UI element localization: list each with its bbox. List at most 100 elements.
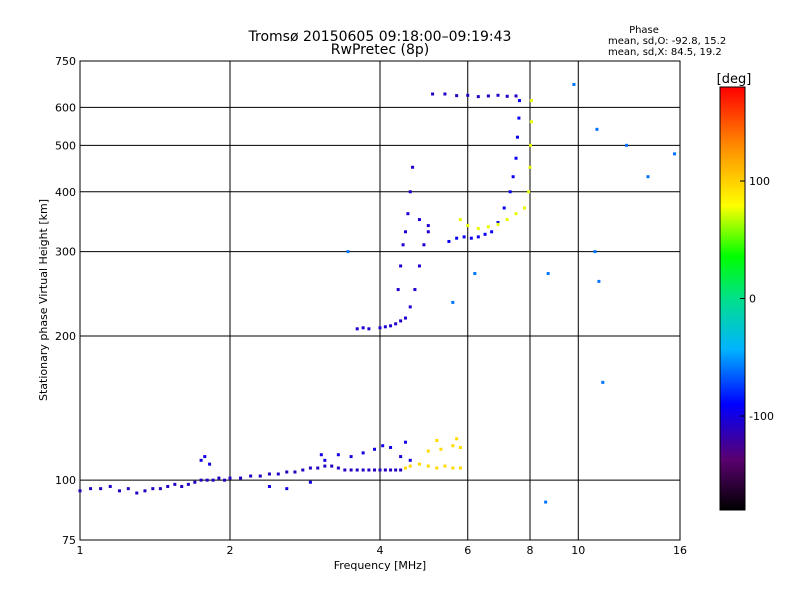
data-point: [527, 190, 531, 194]
data-point: [451, 466, 455, 470]
data-point: [316, 466, 320, 470]
data-point: [515, 135, 519, 139]
data-point: [408, 190, 412, 194]
data-point: [361, 451, 365, 455]
data-point: [143, 489, 147, 493]
data-point: [217, 476, 221, 480]
data-point: [496, 93, 500, 97]
data-point: [529, 120, 533, 124]
data-point: [239, 476, 243, 480]
data-point: [426, 230, 430, 234]
data-point: [381, 444, 385, 448]
colorbar-tick-label: 100: [749, 175, 770, 188]
data-point: [276, 472, 280, 476]
data-point: [349, 468, 353, 472]
data-point: [455, 94, 459, 98]
y-axis-ticks: 75 100 200 300 400 500 600 750: [55, 55, 76, 547]
data-point: [455, 437, 459, 441]
data-point: [435, 439, 439, 443]
data-point: [431, 92, 435, 96]
y-tick-label: 300: [55, 246, 76, 259]
data-point: [249, 474, 253, 478]
data-point: [308, 480, 312, 484]
data-point: [203, 455, 207, 459]
data-point: [523, 206, 527, 210]
stats-x: mean, sd,X: 84.5, 19.2: [608, 47, 722, 58]
chart-subtitle: RwPretec (8p): [331, 42, 429, 58]
data-point: [517, 116, 521, 120]
data-point: [422, 243, 426, 247]
data-point: [646, 175, 650, 179]
data-point: [413, 288, 417, 292]
data-point: [439, 447, 443, 451]
data-point: [595, 127, 599, 131]
data-point: [486, 225, 490, 229]
data-point: [447, 239, 451, 243]
data-point: [451, 300, 455, 304]
data-point: [267, 484, 271, 488]
chart-title: Tromsø 20150605 09:18:00–09:19:43: [248, 29, 512, 45]
data-point: [373, 468, 377, 472]
data-point: [394, 322, 398, 326]
data-point: [361, 468, 365, 472]
data-point: [514, 94, 518, 98]
y-tick-label: 500: [55, 139, 76, 152]
data-point: [158, 487, 162, 491]
data-point: [355, 327, 359, 331]
data-point: [258, 474, 262, 478]
data-point: [443, 464, 447, 468]
data-point: [426, 224, 430, 228]
data-point: [399, 468, 403, 472]
data-point: [186, 482, 190, 486]
data-point: [406, 212, 410, 216]
data-point: [308, 466, 312, 470]
data-point: [466, 93, 470, 97]
data-point: [528, 165, 532, 169]
data-point: [323, 458, 327, 462]
data-point: [458, 445, 462, 449]
data-point: [496, 221, 500, 225]
y-tick-label: 75: [62, 534, 76, 547]
data-point: [301, 468, 305, 472]
data-point: [517, 99, 521, 103]
data-point: [373, 447, 377, 451]
data-point: [529, 99, 533, 103]
data-point: [389, 324, 393, 328]
data-point: [346, 250, 350, 254]
y-tick-label: 100: [55, 474, 76, 487]
data-point: [411, 165, 415, 169]
data-point: [403, 466, 407, 470]
data-point: [502, 206, 506, 210]
data-point: [469, 236, 473, 240]
data-point: [99, 487, 103, 491]
data-point: [496, 222, 500, 226]
data-point: [367, 468, 371, 472]
data-point: [193, 480, 197, 484]
data-point: [466, 224, 470, 228]
data-point: [514, 212, 518, 216]
colorbar-tick-label: 0: [749, 293, 756, 306]
y-tick-label: 200: [55, 330, 76, 343]
x-tick-label: 10: [571, 544, 585, 557]
data-point: [408, 305, 412, 309]
data-point: [597, 279, 601, 283]
data-point: [399, 455, 403, 459]
data-point: [389, 468, 393, 472]
data-point: [505, 94, 509, 98]
data-point: [544, 500, 548, 504]
data-point: [378, 468, 382, 472]
data-point: [336, 466, 340, 470]
colorbar-ticks: 100 0 -100: [740, 175, 774, 423]
data-point: [211, 478, 215, 482]
data-point: [285, 487, 289, 491]
data-point: [361, 326, 365, 330]
x-tick-label: 16: [673, 544, 687, 557]
data-point: [267, 472, 271, 476]
data-point: [572, 82, 576, 86]
data-point: [401, 243, 405, 247]
data-point: [458, 466, 462, 470]
data-point: [367, 327, 371, 331]
stats-o: mean, sd,O: -92.8, 15.2: [608, 36, 726, 47]
data-point: [403, 440, 407, 444]
data-point: [319, 453, 323, 457]
